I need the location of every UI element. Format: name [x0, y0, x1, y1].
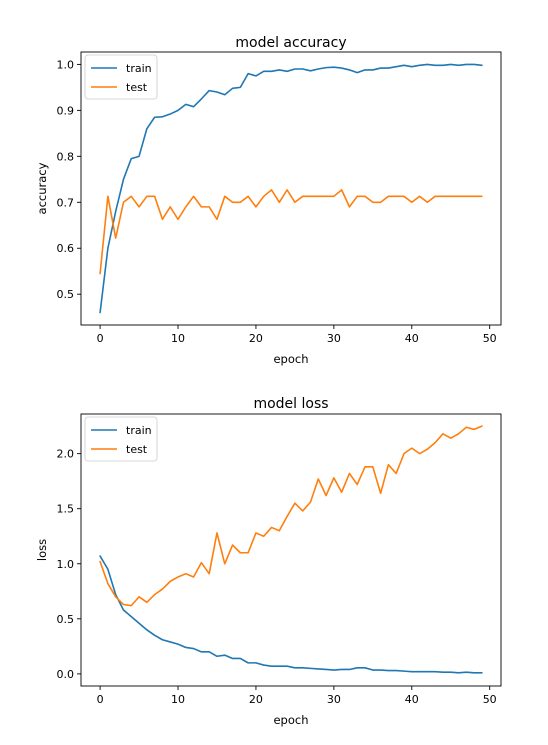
x-tick-label: 10	[171, 332, 185, 345]
x-axis-label: epoch	[273, 352, 308, 366]
plot-frame	[80, 51, 502, 326]
legend-box	[84, 54, 158, 100]
y-tick-label: 1.0	[57, 58, 75, 71]
y-axis-label: loss	[35, 539, 49, 561]
x-axis-label: epoch	[273, 713, 308, 727]
legend-label-train: train	[126, 62, 152, 75]
series-line-test	[99, 189, 483, 275]
y-tick-label: 2.0	[57, 448, 75, 461]
legend-label-test: test	[126, 443, 148, 456]
loss-chart: model loss 0 10 20 30 40 50 0.0 0.5 1.0 1.5 2.0 epoc…	[35, 396, 502, 727]
x-tick-label: 50	[483, 693, 497, 706]
x-tick-label: 10	[171, 693, 185, 706]
x-tick-label: 30	[327, 693, 341, 706]
y-tick-label: 0.8	[57, 150, 75, 163]
y-tick-label: 1.0	[57, 558, 75, 571]
y-axis-label: accuracy	[35, 162, 49, 214]
plot-frame	[80, 413, 502, 687]
y-tick-label: 0.6	[57, 242, 75, 255]
y-tick-label: 0.5	[57, 613, 75, 626]
chart-title: model accuracy	[235, 35, 346, 51]
x-tick-label: 50	[483, 332, 497, 345]
x-tick-label: 40	[405, 332, 419, 345]
legend: train test	[84, 416, 158, 462]
chart-title: model loss	[253, 396, 328, 412]
x-tick-label: 30	[327, 332, 341, 345]
accuracy-chart: model accuracy 0 10 20 30 40 50 0.5 0.6 0.7 0.8 0.9…	[35, 35, 502, 366]
x-tick-label: 0	[97, 693, 104, 706]
y-tick-label: 0.5	[57, 288, 75, 301]
x-tick-label: 0	[97, 332, 104, 345]
series-line-train	[99, 63, 483, 314]
y-tick-label: 0.0	[57, 668, 75, 681]
x-tick-label: 40	[405, 693, 419, 706]
legend: train test	[84, 54, 158, 100]
legend-label-train: train	[126, 424, 152, 437]
y-tick-label: 1.5	[57, 503, 75, 516]
legend-label-test: test	[126, 81, 148, 94]
legend-box	[84, 416, 158, 462]
y-tick-label: 0.9	[57, 104, 75, 117]
y-tick-label: 0.7	[57, 196, 75, 209]
x-tick-label: 20	[249, 332, 263, 345]
series-line-test	[99, 425, 483, 607]
x-tick-label: 20	[249, 693, 263, 706]
series-line-train	[99, 555, 483, 674]
